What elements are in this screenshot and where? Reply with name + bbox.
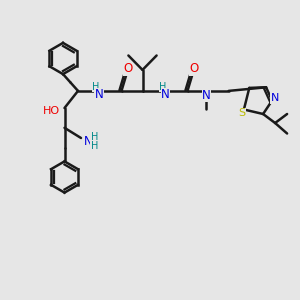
Text: H: H — [159, 82, 166, 92]
Text: N: N — [161, 88, 170, 101]
Text: N: N — [271, 93, 279, 103]
Text: H: H — [91, 141, 98, 151]
Text: N: N — [202, 88, 211, 102]
Text: N: N — [83, 135, 92, 148]
Text: H: H — [91, 132, 98, 142]
Text: S: S — [238, 108, 246, 118]
Text: O: O — [124, 62, 133, 76]
Text: H: H — [92, 82, 100, 92]
Text: HO: HO — [43, 106, 60, 116]
Text: O: O — [190, 62, 199, 76]
Text: N: N — [94, 88, 103, 101]
